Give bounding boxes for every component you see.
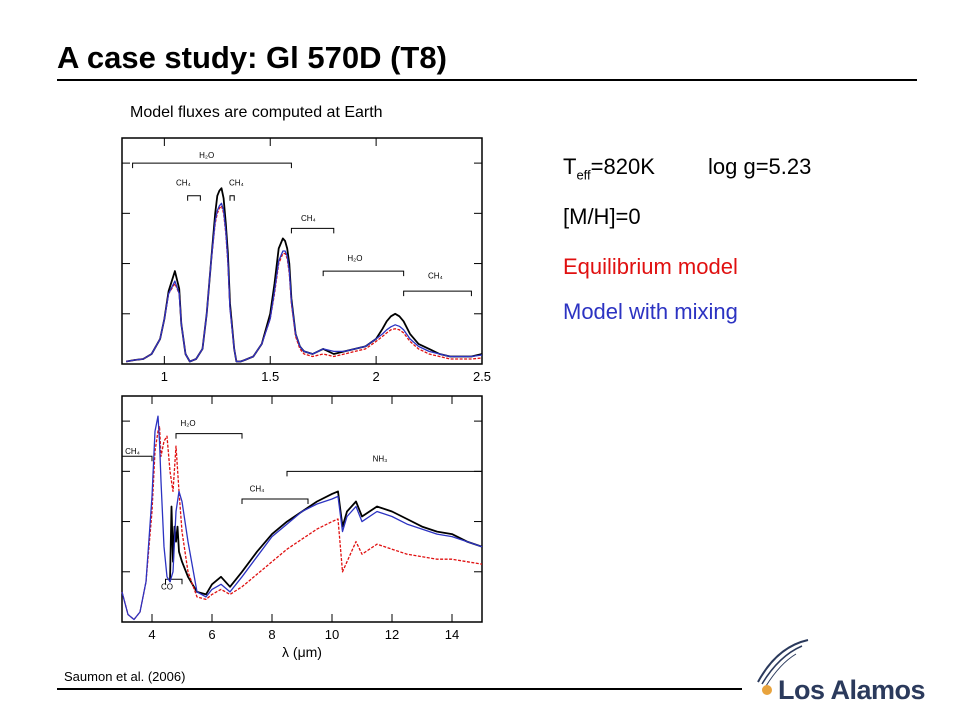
band-bracket — [187, 195, 201, 201]
series-mixing — [121, 415, 483, 621]
band-label: CH₄ — [125, 447, 140, 456]
band-bracket — [322, 270, 405, 277]
series-equilibrium — [121, 425, 483, 621]
plot-frame — [121, 395, 483, 623]
band-bracket — [132, 162, 292, 169]
x-tick-label: 12 — [385, 627, 399, 642]
band-bracket — [165, 578, 183, 585]
band-bracket — [241, 498, 309, 504]
band-label: CO — [161, 582, 173, 591]
slide-title: A case study: Gl 570D (T8) — [57, 40, 447, 75]
band-label: CH₄ — [229, 179, 244, 188]
series-equilibrium — [126, 205, 483, 363]
band-label: H₂O — [180, 419, 195, 428]
band-label: CH₄ — [428, 272, 443, 281]
x-tick-label: 14 — [445, 627, 459, 642]
x-tick-label: 2 — [373, 369, 380, 384]
band-label: NH₃ — [373, 454, 388, 463]
citation: Saumon et al. (2006) — [64, 669, 186, 684]
logo-text: Los Alamos — [778, 675, 926, 705]
chart-caption: Model fluxes are computed at Earth — [130, 104, 383, 121]
band-bracket — [286, 470, 483, 477]
x-tick-label: 4 — [148, 627, 155, 642]
teff-value: =820K — [590, 154, 655, 179]
logg-parameter: log g=5.23 — [708, 154, 812, 179]
series-mixing — [126, 202, 483, 363]
equilibrium-model-legend: Equilibrium model — [563, 254, 738, 279]
teff-subscript: eff — [576, 167, 591, 183]
x-tick-label: 8 — [268, 627, 275, 642]
spectrum-chart-mid-ir: 46810121401234𝓕ν (mJy)λ (μm)H₂OCH₄CH₄NH₃… — [121, 395, 483, 660]
band-bracket — [403, 290, 472, 297]
x-tick-label: 1.5 — [261, 369, 279, 384]
teff-parameter: Teff=820K — [563, 154, 655, 183]
logo-swoosh-icon — [757, 639, 809, 695]
band-label: CH₄ — [301, 214, 316, 223]
band-bracket — [121, 455, 153, 462]
band-label: CH₄ — [250, 484, 265, 493]
x-axis-label: λ (μm) — [282, 644, 322, 660]
band-label: CH₄ — [176, 179, 191, 188]
band-bracket — [229, 195, 235, 201]
title-underline — [57, 79, 917, 81]
plot-frame — [121, 137, 483, 365]
footer-rule — [57, 688, 742, 690]
teff-symbol: T — [563, 154, 577, 179]
band-bracket — [175, 433, 243, 439]
metallicity-parameter: [M/H]=0 — [563, 204, 641, 229]
x-tick-label: 2.5 — [473, 369, 491, 384]
x-tick-label: 1 — [161, 369, 168, 384]
series-observed — [169, 490, 483, 596]
x-tick-label: 10 — [325, 627, 339, 642]
x-tick-label: 6 — [208, 627, 215, 642]
band-bracket — [290, 227, 335, 234]
mixing-model-legend: Model with mixing — [563, 299, 738, 324]
band-label: H₂O — [347, 254, 362, 263]
band-label: H₂O — [199, 151, 214, 160]
los-alamos-logo: Los Alamos — [750, 636, 950, 706]
